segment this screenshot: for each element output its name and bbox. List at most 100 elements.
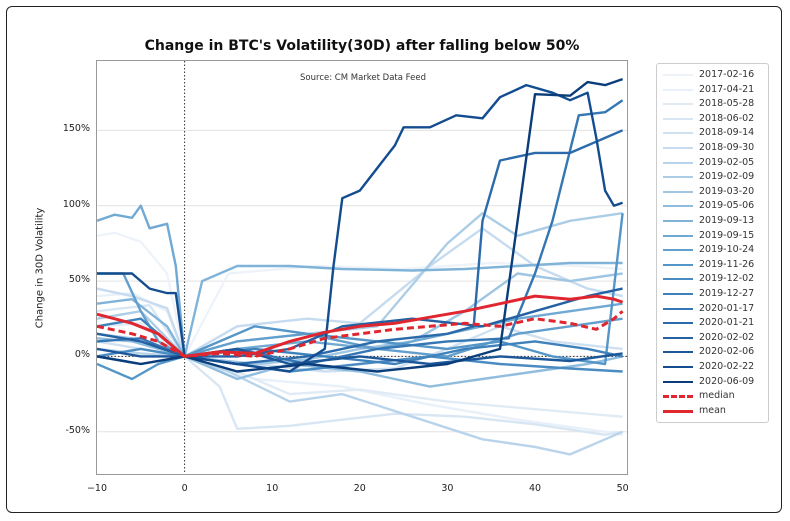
- legend-swatch: [663, 336, 693, 339]
- legend-label: 2019-11-26: [699, 258, 755, 270]
- legend-item: 2020-02-02: [663, 331, 768, 345]
- legend-item: 2019-09-15: [663, 229, 768, 243]
- legend-item: 2020-06-09: [663, 375, 768, 389]
- legend-label: 2019-12-27: [699, 288, 755, 299]
- plot-svg: [97, 61, 627, 474]
- legend-swatch: [663, 190, 693, 193]
- legend-swatch: [663, 176, 693, 179]
- y-axis-ticks: -50% 0% 50% 100% 150%: [30, 60, 90, 475]
- series-line-2019-12-02: [97, 347, 623, 373]
- legend-item: 2019-02-09: [663, 170, 768, 184]
- x-tick-label: 40: [528, 483, 542, 494]
- legend-swatch: [663, 234, 693, 237]
- legend-label: 2020-06-09: [699, 375, 755, 387]
- legend-label: 2019-05-06: [699, 200, 755, 212]
- legend-swatch: [663, 293, 693, 295]
- y-tick-label: -50%: [65, 424, 90, 436]
- series-line-2019-09-13: [97, 261, 623, 358]
- legend-label: 2018-05-28: [699, 98, 755, 110]
- legend-label: 2019-02-05: [699, 156, 755, 168]
- legend-item: 2019-10-24: [663, 243, 768, 257]
- legend-label: mean: [699, 404, 726, 416]
- legend-item: 2019-05-06: [663, 199, 768, 213]
- legend-item: 2017-04-21: [663, 83, 768, 97]
- legend-item: mean: [663, 404, 768, 418]
- legend-label: 2019-09-15: [699, 229, 755, 241]
- y-tick-label: 0%: [74, 349, 90, 361]
- series-line-2020-02-02: [97, 287, 623, 358]
- legend-item: 2019-09-13: [663, 214, 768, 228]
- legend-item: 2018-05-28: [663, 97, 768, 111]
- legend-swatch: [663, 161, 693, 164]
- legend-label: 2017-02-16: [699, 69, 755, 80]
- legend-label: 2019-02-09: [699, 171, 755, 183]
- legend-label: 2020-01-17: [699, 302, 755, 314]
- legend-swatch: [663, 147, 693, 149]
- legend-swatch: [663, 103, 693, 106]
- legend-swatch: [663, 220, 693, 222]
- legend-label: 2020-01-21: [699, 317, 755, 329]
- legend-item: 2020-01-17: [663, 302, 768, 316]
- legend: 2017-02-16 2017-04-21 2018-05-28 2018-06-02…: [656, 63, 769, 423]
- legend-label: 2018-09-30: [699, 142, 755, 153]
- x-tick-label: −10: [86, 483, 108, 494]
- legend-item: median: [663, 389, 768, 403]
- legend-swatch: [663, 132, 693, 135]
- legend-item: 2019-02-05: [663, 156, 768, 170]
- legend-swatch: [663, 351, 693, 354]
- legend-item: 2019-12-02: [663, 272, 768, 286]
- legend-item: 2018-06-02: [663, 112, 768, 126]
- chart-title: Change in BTC's Volatility(30D) after fa…: [144, 38, 580, 54]
- legend-label: 2020-02-22: [699, 361, 755, 372]
- series-line-mean: [97, 294, 624, 358]
- legend-swatch: [663, 307, 693, 310]
- legend-swatch: [663, 409, 693, 413]
- legend-item: 2020-01-21: [663, 316, 768, 330]
- legend-label: 2019-03-20: [699, 185, 755, 197]
- legend-swatch: [663, 380, 693, 383]
- legend-swatch: [663, 88, 693, 91]
- legend-swatch: [663, 249, 693, 252]
- series-line-2020-02-22: [97, 83, 623, 373]
- x-tick-label: 30: [441, 483, 454, 494]
- y-tick-label: 100%: [62, 198, 90, 210]
- legend-swatch: [663, 322, 693, 325]
- legend-item: 2018-09-30: [663, 141, 768, 155]
- series-line-2019-11-26: [97, 213, 624, 381]
- legend-item: 2020-02-06: [663, 345, 768, 359]
- legend-label: 2020-02-06: [699, 346, 755, 358]
- legend-item: 2020-02-22: [663, 360, 768, 374]
- y-tick-label: 50%: [68, 274, 90, 286]
- x-tick-label: 50: [616, 483, 629, 494]
- legend-label: median: [699, 390, 735, 402]
- legend-swatch: [663, 395, 693, 399]
- legend-label: 2018-09-14: [699, 127, 755, 139]
- series-line-2017-02-16: [97, 231, 623, 358]
- legend-label: 2017-04-21: [699, 83, 755, 95]
- legend-item: 2018-09-14: [663, 126, 768, 140]
- series-line-2019-10-24: [97, 272, 623, 358]
- legend-item: 2019-12-27: [663, 287, 768, 301]
- legend-label: 2020-02-02: [699, 331, 755, 343]
- legend-label: 2019-09-13: [699, 215, 755, 226]
- legend-label: 2019-12-02: [699, 273, 755, 285]
- x-tick-label: 0: [181, 483, 188, 494]
- legend-label: 2019-10-24: [699, 244, 755, 256]
- x-tick-label: 20: [353, 483, 366, 494]
- legend-swatch: [663, 205, 693, 208]
- legend-swatch: [663, 278, 693, 281]
- y-tick-label: 150%: [62, 123, 90, 135]
- legend-swatch: [663, 117, 693, 120]
- legend-swatch: [663, 263, 693, 266]
- series-line-2020-02-06: [97, 347, 623, 366]
- legend-swatch: [663, 74, 693, 76]
- legend-item: 2019-03-20: [663, 185, 768, 199]
- legend-item: 2017-02-16: [663, 68, 768, 82]
- legend-item: 2019-11-26: [663, 258, 768, 272]
- legend-swatch: [663, 366, 693, 368]
- x-tick-label: 10: [266, 483, 279, 494]
- plot-area: Source: CM Market Data Feed: [96, 60, 628, 475]
- series-line-2018-09-30: [97, 227, 623, 358]
- source-note: Source: CM Market Data Feed: [300, 73, 426, 83]
- legend-label: 2018-06-02: [699, 112, 755, 124]
